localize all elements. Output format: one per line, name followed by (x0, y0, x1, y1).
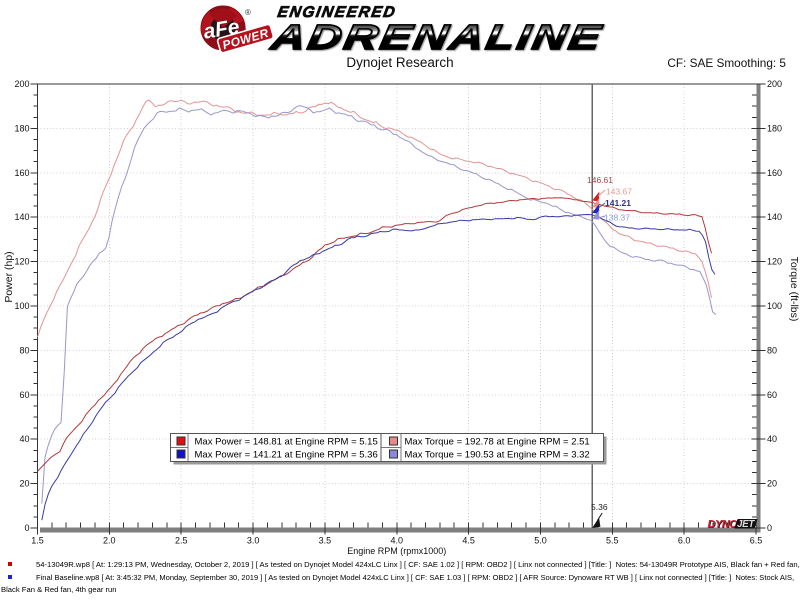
svg-text:40: 40 (19, 434, 29, 444)
svg-text:160: 160 (14, 168, 29, 178)
svg-text:5.0: 5.0 (534, 536, 547, 546)
svg-text:120: 120 (14, 257, 29, 267)
svg-text:DYNO: DYNO (708, 519, 739, 531)
svg-text:0: 0 (767, 523, 772, 533)
svg-text:141.21: 141.21 (605, 198, 631, 208)
svg-text:2.0: 2.0 (103, 536, 116, 546)
svg-text:80: 80 (19, 345, 29, 355)
svg-text:20: 20 (767, 479, 777, 489)
svg-text:5.36: 5.36 (591, 502, 608, 512)
svg-text:Max Torque = 190.53 at Engine: Max Torque = 190.53 at Engine RPM = 3.32 (405, 450, 590, 461)
svg-text:146.61: 146.61 (587, 175, 613, 185)
svg-text:40: 40 (767, 434, 777, 444)
svg-text:0: 0 (24, 523, 29, 533)
svg-text:Max Power = 148.81 at Engine R: Max Power = 148.81 at Engine RPM = 5.15 (195, 437, 378, 448)
svg-text:20: 20 (19, 479, 29, 489)
svg-text:Max Torque = 192.78 at Engine: Max Torque = 192.78 at Engine RPM = 2.51 (405, 437, 590, 448)
svg-text:JET: JET (737, 519, 755, 530)
svg-text:4.0: 4.0 (391, 536, 404, 546)
svg-text:143.67: 143.67 (606, 187, 632, 197)
svg-text:6.0: 6.0 (678, 536, 691, 546)
svg-text:Engine RPM (rpmx1000): Engine RPM (rpmx1000) (347, 546, 446, 556)
svg-text:3.5: 3.5 (319, 536, 332, 546)
svg-text:180: 180 (14, 123, 29, 133)
svg-text:80: 80 (767, 345, 777, 355)
svg-text:4.5: 4.5 (462, 536, 475, 546)
svg-text:138.37: 138.37 (604, 213, 630, 223)
svg-text:6.5: 6.5 (750, 536, 763, 546)
svg-text:3.0: 3.0 (247, 536, 260, 546)
svg-text:60: 60 (19, 390, 29, 400)
svg-text:100: 100 (767, 301, 782, 311)
svg-text:1.5: 1.5 (31, 536, 44, 546)
svg-text:DYNO: DYNO (708, 519, 739, 531)
svg-text:5.5: 5.5 (606, 536, 619, 546)
svg-text:140: 140 (14, 212, 29, 222)
svg-text:®: ® (245, 8, 251, 17)
svg-text:140: 140 (767, 212, 782, 222)
svg-text:200: 200 (767, 79, 782, 89)
svg-text:160: 160 (767, 168, 782, 178)
svg-text:60: 60 (767, 390, 777, 400)
svg-text:100: 100 (14, 301, 29, 311)
svg-text:Power (hp): Power (hp) (3, 251, 15, 302)
svg-text:120: 120 (767, 257, 782, 267)
svg-text:2.5: 2.5 (175, 536, 188, 546)
svg-text:Torque (ft-lbs): Torque (ft-lbs) (788, 257, 800, 322)
svg-text:180: 180 (767, 123, 782, 133)
svg-text:Max Power = 141.21 at Engine R: Max Power = 141.21 at Engine RPM = 5.36 (195, 450, 378, 461)
svg-text:200: 200 (14, 79, 29, 89)
